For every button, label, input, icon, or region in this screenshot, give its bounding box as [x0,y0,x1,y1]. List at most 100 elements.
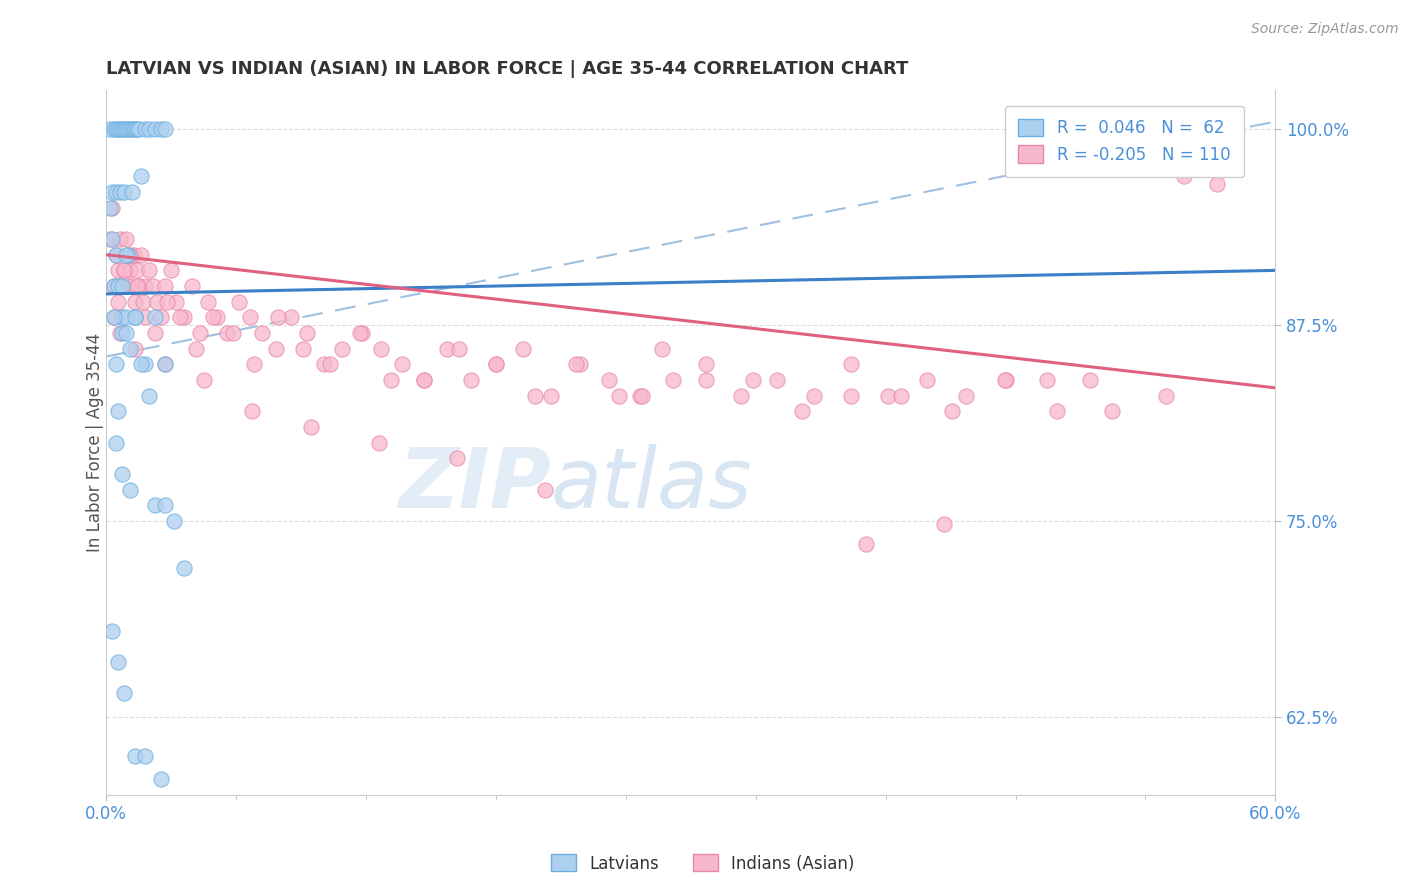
Point [118,342,141,356]
Point [955,389,977,403]
Point [117,279,139,293]
Point [122,248,145,262]
Point [124,310,146,325]
Point [165,294,187,309]
Point [127,263,149,277]
Point [111,326,134,340]
Point [330,342,353,356]
Point [239,310,262,325]
Point [107,655,129,669]
Point [447,342,470,356]
Point [607,389,630,403]
Point [1173,169,1195,184]
Point [202,310,225,325]
Point [540,389,562,403]
Point [153,498,176,512]
Point [118,263,141,277]
Point [169,310,191,325]
Point [839,389,862,403]
Point [112,686,135,700]
Point [264,342,287,356]
Point [117,248,139,262]
Point [876,389,898,403]
Point [134,279,156,293]
Point [314,357,336,371]
Point [153,357,176,371]
Legend: Latvians, Indians (Asian): Latvians, Indians (Asian) [544,847,862,880]
Point [173,310,195,325]
Point [104,357,127,371]
Point [104,248,127,262]
Point [368,435,391,450]
Point [153,122,176,136]
Point [181,279,204,293]
Point [107,263,129,277]
Point [103,310,125,325]
Point [765,373,787,387]
Point [124,748,146,763]
Point [104,248,127,262]
Point [460,373,482,387]
Point [250,326,273,340]
Point [790,404,813,418]
Point [391,357,413,371]
Point [111,122,134,136]
Point [1078,373,1101,387]
Point [890,389,912,403]
Text: ZIP: ZIP [398,444,551,525]
Point [138,263,160,277]
Point [1206,178,1229,192]
Point [143,122,166,136]
Point [111,310,134,325]
Point [103,122,125,136]
Point [127,122,149,136]
Point [188,326,211,340]
Point [143,326,166,340]
Point [124,310,146,325]
Point [299,420,322,434]
Point [114,248,136,262]
Point [134,122,156,136]
Point [197,294,219,309]
Point [121,185,143,199]
Point [112,263,135,277]
Point [134,310,156,325]
Point [103,279,125,293]
Point [143,310,166,325]
Point [295,326,318,340]
Point [243,357,266,371]
Point [118,122,141,136]
Point [280,310,302,325]
Point [631,389,654,403]
Point [915,373,938,387]
Point [485,357,508,371]
Point [98,232,121,246]
Point [142,279,165,293]
Point [111,279,134,293]
Point [149,772,172,787]
Point [412,373,434,387]
Point [628,389,651,403]
Point [941,404,963,418]
Point [112,185,135,199]
Point [156,294,179,309]
Point [292,342,315,356]
Point [114,122,136,136]
Point [103,279,125,293]
Point [108,232,131,246]
Point [1101,404,1123,418]
Point [173,561,195,575]
Point [104,122,127,136]
Point [598,373,620,387]
Point [222,326,245,340]
Point [114,232,136,246]
Point [114,310,136,325]
Point [111,279,134,293]
Point [101,232,124,246]
Point [568,357,591,371]
Point [803,389,825,403]
Point [108,122,131,136]
Point [112,122,135,136]
Point [104,185,127,199]
Point [124,122,146,136]
